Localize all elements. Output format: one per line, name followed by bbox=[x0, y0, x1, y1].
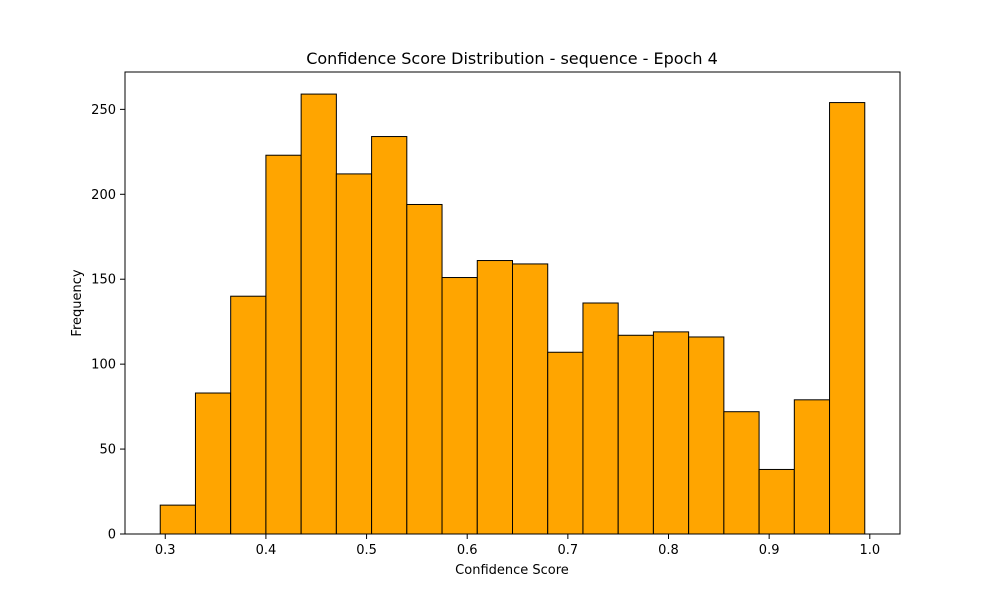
histogram-bar bbox=[476, 260, 514, 535]
x-axis-label: Confidence Score bbox=[455, 563, 569, 578]
y-tick-label: 100 bbox=[91, 358, 116, 373]
x-tick-label: 0.9 bbox=[759, 543, 780, 558]
x-tick-label: 0.4 bbox=[256, 543, 277, 558]
histogram-bar bbox=[159, 504, 196, 535]
x-tick-label: 0.6 bbox=[457, 543, 478, 558]
histogram-bar bbox=[230, 295, 267, 535]
chart-title: Confidence Score Distribution - sequence… bbox=[306, 49, 718, 68]
histogram-bar bbox=[265, 154, 302, 535]
histogram-bar bbox=[723, 411, 760, 535]
x-tick-label: 1.0 bbox=[859, 543, 880, 558]
histogram-bar bbox=[371, 136, 408, 535]
histogram-bar bbox=[793, 399, 831, 535]
histogram-bar bbox=[441, 277, 478, 535]
histogram-bar bbox=[688, 336, 725, 535]
x-axis-ticks: 0.3 0.4 0.5 0.6 0.7 0.8 0.9 1.0 bbox=[155, 534, 880, 558]
histogram-bar bbox=[758, 468, 795, 535]
y-tick-label: 50 bbox=[99, 443, 116, 458]
histogram-bar bbox=[406, 203, 443, 535]
histogram-bar bbox=[582, 302, 619, 535]
x-tick-label: 0.3 bbox=[155, 543, 176, 558]
x-tick-label: 0.8 bbox=[658, 543, 679, 558]
histogram-bar bbox=[194, 392, 232, 535]
histogram-bar bbox=[829, 102, 866, 535]
histogram-bar bbox=[617, 334, 654, 535]
y-axis-label: Frequency bbox=[70, 269, 85, 336]
bars-group bbox=[159, 93, 866, 535]
histogram-bar bbox=[547, 351, 584, 535]
x-tick-label: 0.7 bbox=[558, 543, 579, 558]
histogram-bar bbox=[300, 93, 337, 535]
x-tick-label: 0.5 bbox=[356, 543, 377, 558]
y-tick-label: 250 bbox=[91, 103, 116, 118]
histogram-bar bbox=[652, 331, 690, 535]
y-axis-ticks: 0 50 100 150 200 250 bbox=[91, 103, 125, 543]
histogram-bar bbox=[335, 173, 373, 535]
plot-frame bbox=[124, 71, 901, 535]
y-tick-label: 150 bbox=[91, 273, 116, 288]
histogram-bar bbox=[512, 263, 549, 535]
y-tick-label: 200 bbox=[91, 188, 116, 203]
y-tick-label: 0 bbox=[108, 528, 116, 543]
